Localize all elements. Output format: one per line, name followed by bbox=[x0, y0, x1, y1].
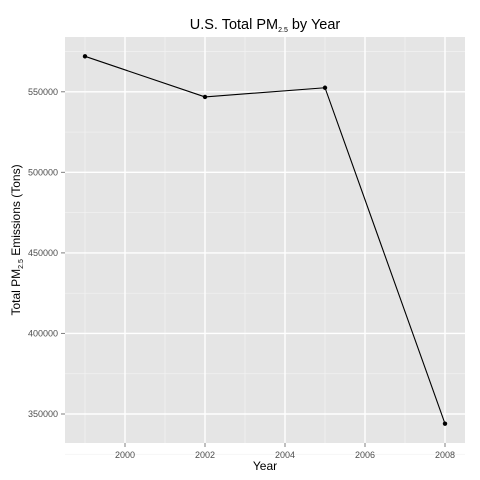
x-tick-label: 2006 bbox=[355, 450, 375, 460]
data-point bbox=[442, 421, 448, 426]
series-layer bbox=[82, 54, 448, 426]
chart-title: U.S. Total PM2.5 by Year bbox=[190, 17, 341, 34]
x-tick-label: 2004 bbox=[275, 450, 295, 460]
major-gridlines bbox=[65, 37, 465, 443]
x-axis-title: Year bbox=[253, 459, 277, 473]
y-axis-title-subscript: 2.5 bbox=[18, 259, 25, 269]
y-tick-label: 400000 bbox=[28, 328, 58, 338]
y-tick-label: 550000 bbox=[28, 87, 58, 97]
series-line bbox=[84, 55, 446, 424]
tick-labels: 2000 2002 2004 2006 2008 350000 400000 450000 50… bbox=[28, 87, 455, 460]
y-tick-label: 450000 bbox=[28, 248, 58, 258]
y-axis-title: Total PM2.5 Emissions (Tons) bbox=[9, 164, 25, 315]
x-tick-label: 2002 bbox=[195, 450, 215, 460]
x-tick-label: 2008 bbox=[435, 450, 455, 460]
data-point bbox=[202, 94, 208, 100]
x-tick-label: 2000 bbox=[115, 450, 135, 460]
axis-ticks bbox=[61, 91, 446, 447]
y-tick-label: 500000 bbox=[28, 167, 58, 177]
chart-title-subscript: 2.5 bbox=[278, 27, 288, 34]
y-tick-label: 350000 bbox=[28, 409, 58, 419]
data-point bbox=[322, 85, 328, 90]
data-point bbox=[82, 54, 88, 59]
plot-panel bbox=[65, 37, 465, 443]
